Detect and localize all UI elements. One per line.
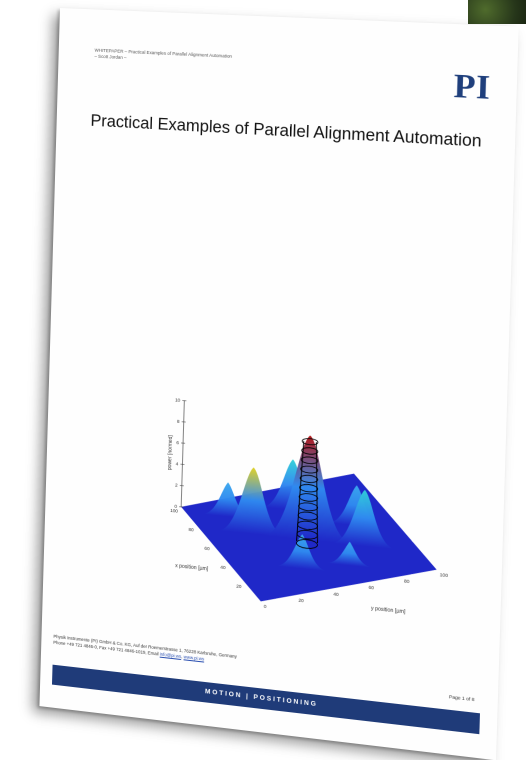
x-tick-label: 60 [204,546,210,552]
z-axis-label: power [normed] [167,434,174,470]
y-tick-label: 0 [264,604,267,609]
x-axis-label: x position [µm] [175,563,209,573]
z-tick-label: 6 [176,440,179,445]
z-tick-label: 10 [175,397,181,403]
surface-plot: 1086420power [normed]2040608010002040608… [92,383,474,654]
z-tick-label: 2 [175,483,178,488]
x-tick-label: 100 [170,508,178,514]
x-tick-label: 40 [220,565,226,571]
footer-banner: MOTION | POSITIONING [52,665,480,735]
x-tick-label: 20 [236,584,242,590]
y-tick-label: 80 [404,578,410,584]
y-tick-label: 60 [368,585,374,591]
document-header: WHITEPAPER – Practical Examples of Paral… [94,48,232,66]
y-tick-label: 100 [440,572,449,578]
footer-address: Physik Instrumente (PI) GmbH & Co. KG, A… [53,634,237,667]
y-tick-label: 40 [333,591,339,597]
footer-email-link[interactable]: info@pi.ws [160,652,182,659]
page-title: Practical Examples of Parallel Alignment… [90,112,482,152]
surface-plot-svg: 1086420power [normed]2040608010002040608… [92,383,474,654]
document-page: WHITEPAPER – Practical Examples of Paral… [39,8,518,760]
page-number: Page 1 of 8 [449,694,475,702]
z-tick-label: 4 [176,461,179,466]
z-tick-label: 8 [177,419,180,424]
background-photo-corner [468,0,526,24]
y-axis-label: y position [µm] [371,606,406,616]
z-axis-line [181,401,184,507]
y-tick-label: 20 [298,597,304,603]
footer-web-link[interactable]: www.pi.ws [184,655,205,662]
pi-logo: PI [453,68,491,108]
x-tick-label: 80 [188,527,194,533]
